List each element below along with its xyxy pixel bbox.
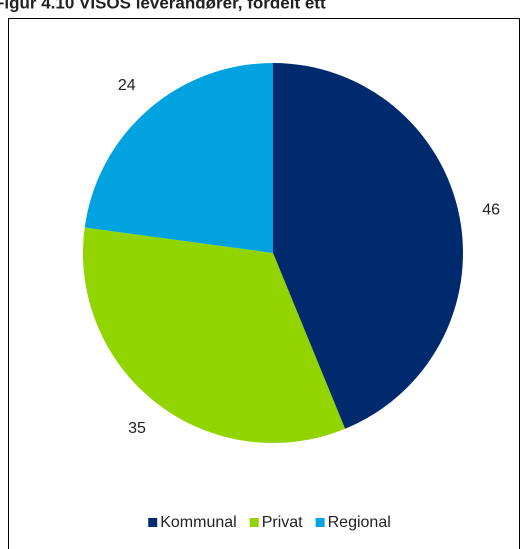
data-label: 35 (128, 420, 146, 437)
chart-title: Figur 4.10 VISOS leverandører, fordelt e… (0, 0, 326, 12)
pie-slice (83, 227, 346, 443)
legend-swatch (148, 518, 158, 527)
legend-label: Regional (328, 514, 391, 531)
legend-label: Kommunal (160, 514, 236, 531)
legend-swatch (249, 518, 259, 527)
pie-slice (84, 63, 273, 253)
chart-border (8, 18, 520, 549)
data-label: 46 (482, 201, 500, 218)
legend-swatch (315, 518, 325, 527)
data-label: 24 (118, 77, 136, 94)
legend-label: Privat (262, 514, 303, 531)
pie-slice (273, 63, 464, 429)
